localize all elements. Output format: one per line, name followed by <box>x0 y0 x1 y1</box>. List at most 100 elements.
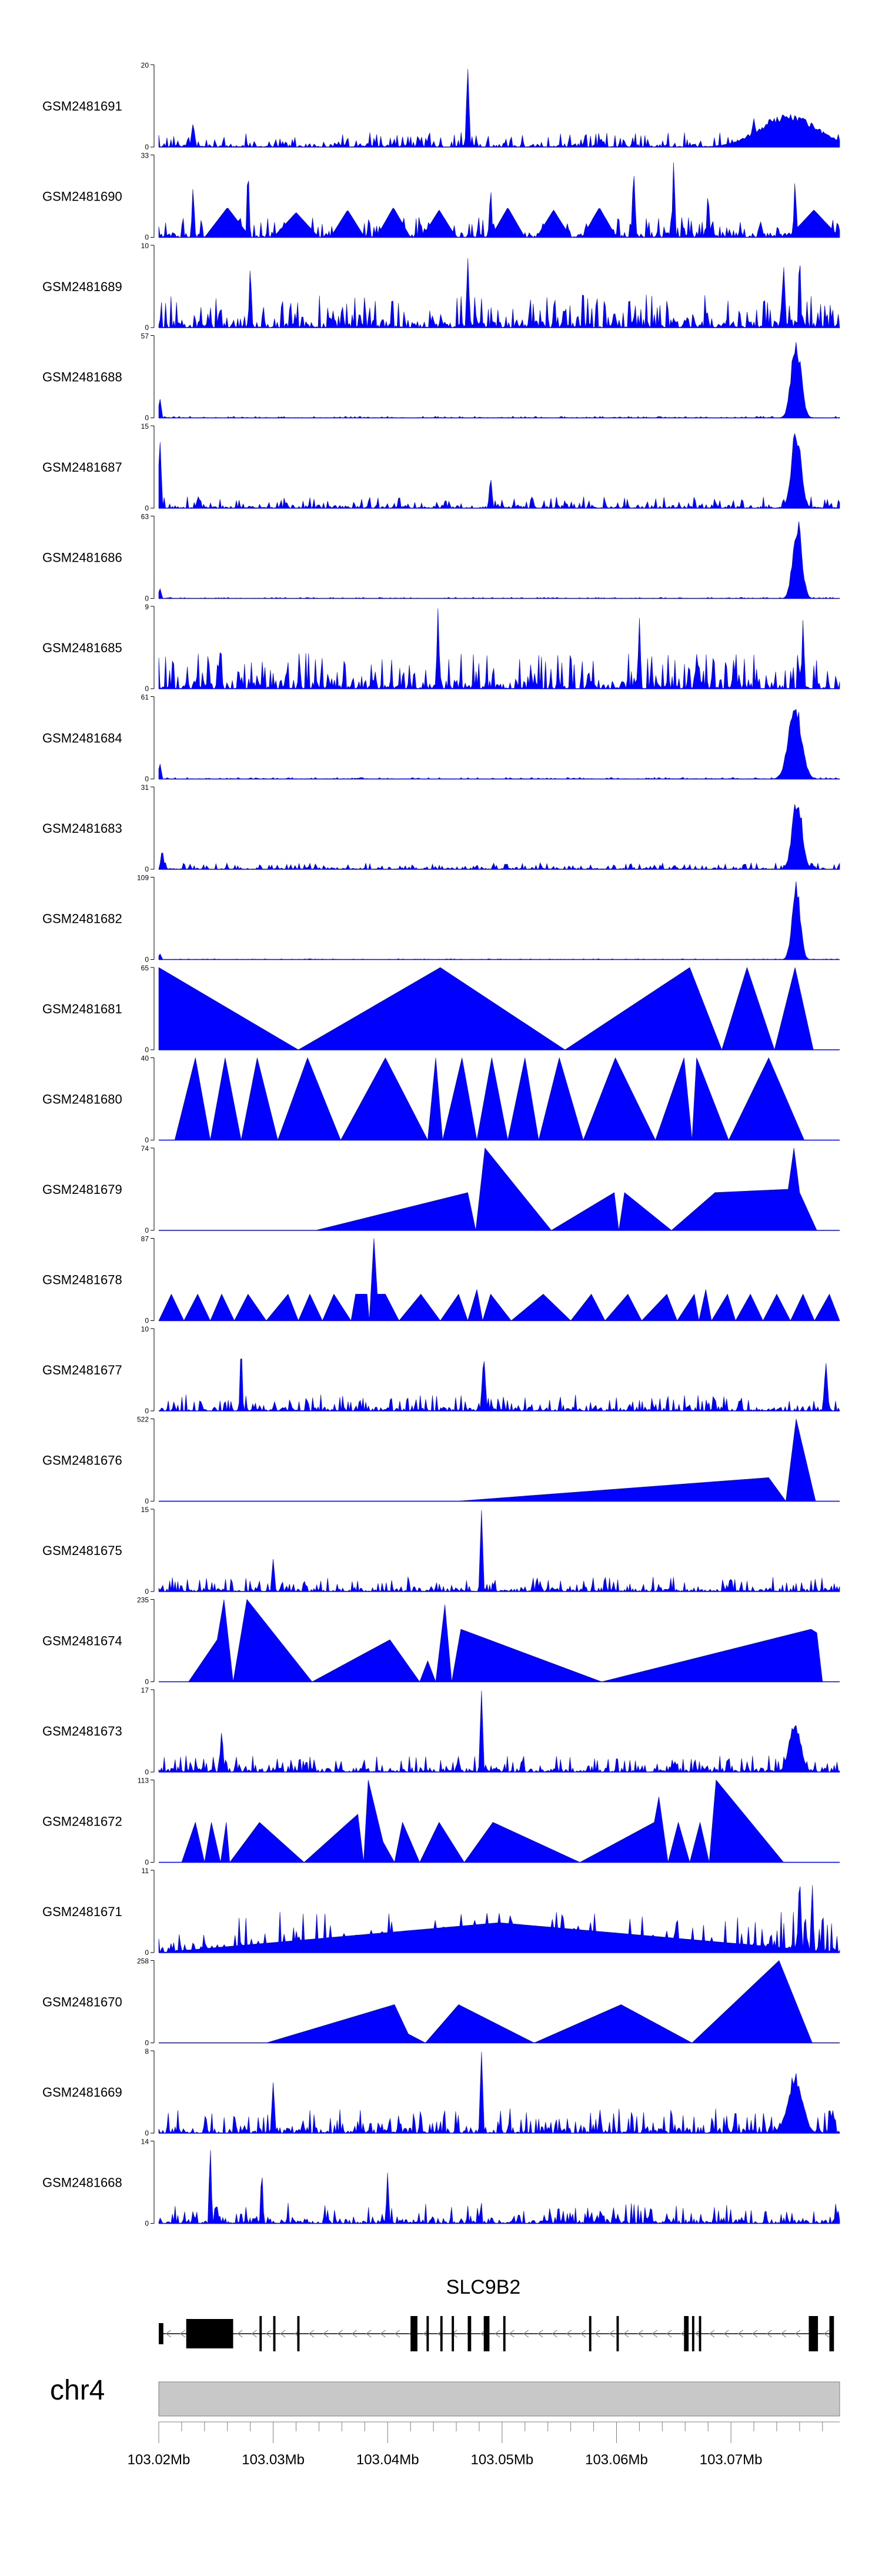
y-max-label: 87 <box>141 1235 149 1243</box>
coverage-area <box>158 804 840 870</box>
strand-arrow <box>766 2330 772 2338</box>
track-label: GSM2481689 <box>42 279 122 294</box>
coverage-area <box>181 1779 784 1863</box>
axis-tick-label: 103.07Mb <box>700 2452 763 2468</box>
coverage-area <box>158 1885 840 1953</box>
gene-exon <box>159 2323 163 2344</box>
track-gsm2481684: GSM2481684 61 0 <box>42 693 840 783</box>
y-max-label: 65 <box>141 964 149 972</box>
gene-exon <box>467 2316 472 2351</box>
track-gsm2481682: GSM2481682 109 0 <box>42 874 840 964</box>
track-gsm2481686: GSM2481686 63 0 <box>42 513 840 603</box>
y-max-label: 57 <box>141 332 149 341</box>
gene-exon <box>259 2316 262 2351</box>
track-gsm2481673: GSM2481673 17 0 <box>42 1686 840 1776</box>
gene-exon <box>440 2316 443 2351</box>
strand-arrow <box>552 2330 557 2338</box>
gene-exon <box>273 2316 276 2351</box>
y-max-label: 10 <box>141 1325 149 1333</box>
track-label: GSM2481668 <box>42 2175 122 2190</box>
track-gsm2481671: GSM2481671 11 0 <box>42 1867 840 1957</box>
track-gsm2481675: GSM2481675 15 0 <box>42 1506 840 1596</box>
y-max-label: 20 <box>141 61 149 69</box>
track-label: GSM2481678 <box>42 1273 122 1287</box>
y-max-label: 10 <box>141 242 149 250</box>
y-zero-label: 0 <box>145 1317 149 1325</box>
data-tracks: GSM2481691200GSM2481690330GSM2481689100G… <box>42 61 840 2228</box>
y-zero-label: 0 <box>145 595 149 603</box>
track-gsm2481672: GSM2481672 113 0 <box>42 1777 840 1867</box>
track-label: GSM2481675 <box>42 1543 122 1558</box>
strand-arrow <box>594 2330 600 2338</box>
y-zero-label: 0 <box>145 956 149 964</box>
y-max-label: 522 <box>137 1416 149 1424</box>
y-zero-label: 0 <box>145 1497 149 1506</box>
coverage-area <box>158 881 840 960</box>
chromosome-ideogram: chr4 <box>50 2375 840 2417</box>
track-label: GSM2481670 <box>42 1995 122 2010</box>
strand-arrow <box>165 2330 171 2338</box>
track-label: GSM2481690 <box>42 189 122 204</box>
strand-arrow <box>251 2330 257 2338</box>
gene-exon <box>410 2316 417 2351</box>
track-label: GSM2481688 <box>42 370 122 385</box>
coverage-area <box>158 709 840 779</box>
strand-arrow <box>794 2330 801 2338</box>
coverage-area <box>158 967 814 1051</box>
coverage-area <box>158 1238 840 1322</box>
strand-arrow <box>566 2330 572 2338</box>
y-max-label: 258 <box>137 1957 149 1966</box>
track-gsm2481679: GSM2481679 74 0 <box>42 1144 840 1234</box>
y-zero-label: 0 <box>145 2220 149 2228</box>
strand-arrow <box>780 2330 787 2338</box>
strand-arrow <box>323 2330 329 2338</box>
gene-exon <box>829 2316 834 2351</box>
coverage-area <box>266 1960 813 2043</box>
track-label: GSM2481686 <box>42 550 122 565</box>
y-max-label: 74 <box>141 1144 149 1153</box>
strand-arrow <box>351 2330 358 2338</box>
y-zero-label: 0 <box>145 1678 149 1686</box>
gene-exon <box>503 2316 506 2351</box>
track-gsm2481690: GSM2481690 33 0 <box>42 152 840 242</box>
y-zero-label: 0 <box>145 775 149 783</box>
strand-arrow <box>823 2330 830 2338</box>
axis-tick-label: 103.04Mb <box>356 2452 419 2468</box>
y-zero-label: 0 <box>145 1858 149 1867</box>
strand-arrow <box>394 2330 400 2338</box>
coverage-area <box>158 258 840 329</box>
strand-arrow <box>265 2330 272 2338</box>
track-label: GSM2481687 <box>42 460 122 475</box>
strand-arrow <box>337 2330 343 2338</box>
gene-name-label: SLC9B2 <box>446 2276 521 2298</box>
strand-arrow <box>709 2330 715 2338</box>
track-label: GSM2481682 <box>42 912 122 926</box>
track-gsm2481680: GSM2481680 40 0 <box>42 1055 840 1144</box>
y-zero-label: 0 <box>145 1768 149 1776</box>
chromosome-label: chr4 <box>50 2375 105 2406</box>
gene-exon <box>684 2316 689 2351</box>
track-label: GSM2481674 <box>42 1634 122 1649</box>
strand-arrow <box>694 2330 701 2338</box>
track-gsm2481683: GSM2481683 31 0 <box>42 783 840 873</box>
y-zero-label: 0 <box>145 2129 149 2137</box>
track-gsm2481685: GSM2481685 9 0 <box>42 603 840 693</box>
strand-arrow <box>723 2330 729 2338</box>
coverage-area <box>158 1690 840 1773</box>
coverage-area <box>315 1147 817 1231</box>
gene-exon <box>186 2319 233 2348</box>
strand-arrow <box>523 2330 529 2338</box>
strand-arrow <box>366 2330 372 2338</box>
y-zero-label: 0 <box>145 865 149 873</box>
gene-exon <box>452 2316 455 2351</box>
y-max-label: 61 <box>141 693 149 702</box>
track-label: GSM2481683 <box>42 821 122 836</box>
y-zero-label: 0 <box>145 1136 149 1144</box>
axis-tick-label: 103.03Mb <box>242 2452 305 2468</box>
y-zero-label: 0 <box>145 323 149 332</box>
coverage-area <box>174 1057 805 1141</box>
track-label: GSM2481669 <box>42 2085 122 2100</box>
track-label: GSM2481672 <box>42 1814 122 1829</box>
y-max-label: 109 <box>137 874 149 882</box>
